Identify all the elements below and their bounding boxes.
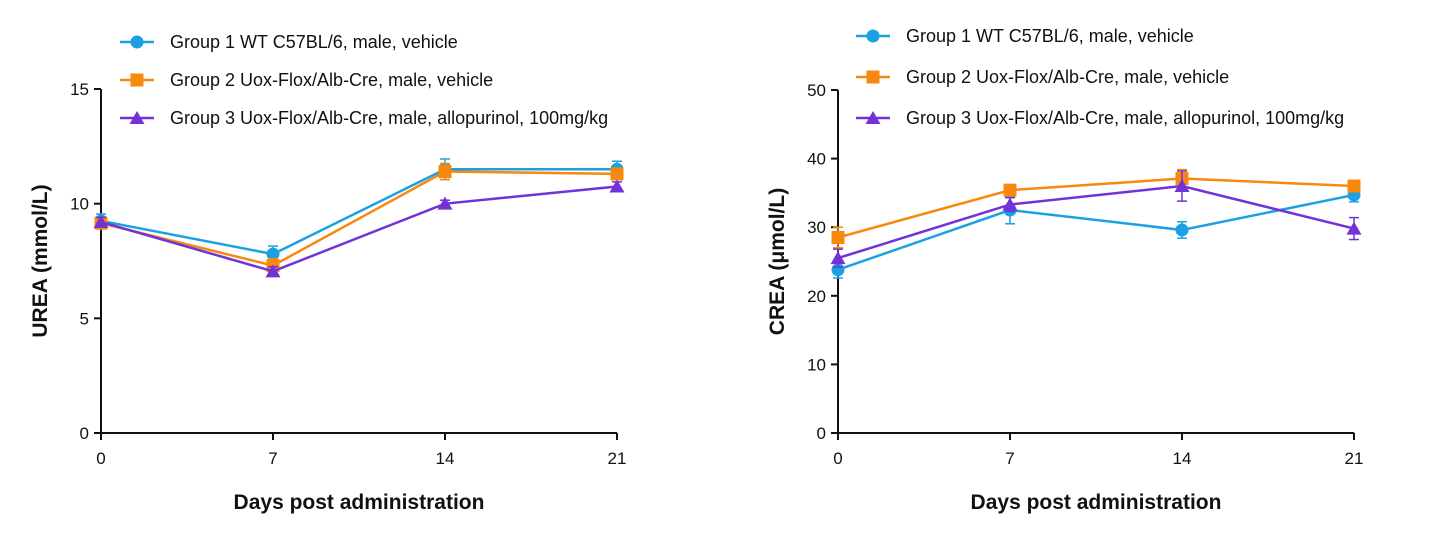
legend-label: Group 3 Uox-Flox/Alb-Cre, male, allopuri… [170,108,608,128]
y-tick-label: 0 [80,424,89,443]
series-line [100,168,617,256]
series-line [100,185,618,273]
series-1 [94,158,624,263]
legend-marker [866,29,880,43]
series-2 [831,168,1361,249]
y-tick-label: 15 [70,80,89,99]
data-point [1175,223,1189,237]
y-tick-label: 50 [807,81,826,100]
x-axis-title: Days post administration [234,491,485,514]
data-point [438,165,452,179]
series-line [837,193,1355,271]
y-tick-label: 40 [807,150,826,169]
legend-label: Group 1 WT C57BL/6, male, vehicle [906,26,1194,46]
legend-marker [865,111,881,124]
legend-marker [130,73,144,87]
x-axis-title: Days post administration [971,491,1222,514]
data-point [265,264,281,278]
y-tick-label: 30 [807,218,826,237]
data-point [1002,197,1018,211]
x-tick-label: 14 [1173,449,1192,468]
data-point [830,251,846,265]
x-tick-label: 7 [268,449,277,468]
y-tick-label: 20 [807,287,826,306]
legend-label: Group 2 Uox-Flox/Alb-Cre, male, vehicle [170,70,493,90]
legend: Group 1 WT C57BL/6, male, vehicle Group 2… [856,26,1344,128]
x-tick-label: 0 [833,449,842,468]
legend-item: Group 1 WT C57BL/6, male, vehicle [856,26,1194,46]
data-point [831,230,845,244]
data-point [1347,179,1361,193]
y-tick-label: 10 [70,195,89,214]
data-point [437,196,453,210]
data-point [609,179,625,193]
series-3 [830,170,1362,268]
data-point [93,215,109,229]
x-tick-label: 0 [96,449,105,468]
data-point [266,247,280,261]
chart-2: 0 10 20 30 40 50 0 7 14 21 Days post administratio… [766,26,1363,514]
series-3 [93,179,625,278]
y-axis-title: UREA (mmol/L) [29,184,52,337]
series-line [837,184,1355,260]
legend-marker [130,35,144,49]
legend-item: Group 3 Uox-Flox/Alb-Cre, male, allopuri… [856,108,1344,128]
series-line [100,170,618,267]
legend-marker [129,111,145,124]
legend-item: Group 3 Uox-Flox/Alb-Cre, male, allopuri… [120,108,608,128]
legend-item: Group 1 WT C57BL/6, male, vehicle [120,32,458,52]
data-point [1174,179,1190,193]
legend-item: Group 2 Uox-Flox/Alb-Cre, male, vehicle [856,67,1229,87]
series-line [837,177,1355,239]
series-2 [94,162,624,274]
legend-label: Group 3 Uox-Flox/Alb-Cre, male, allopuri… [906,108,1344,128]
chart-1: 0 5 10 15 0 7 14 21 Days post administration UREA… [29,32,626,514]
data-point [1003,183,1017,197]
x-tick-label: 21 [608,449,627,468]
legend-label: Group 2 Uox-Flox/Alb-Cre, male, vehicle [906,67,1229,87]
series-1 [831,187,1361,279]
data-point [1346,221,1362,235]
y-axis-title: CREA (μmol/L) [766,188,789,335]
legend-marker [866,70,880,84]
y-tick-label: 5 [80,309,89,328]
y-tick-label: 10 [807,355,826,374]
legend-label: Group 1 WT C57BL/6, male, vehicle [170,32,458,52]
legend: Group 1 WT C57BL/6, male, vehicle Group 2… [120,32,608,128]
x-tick-label: 7 [1005,449,1014,468]
x-tick-label: 21 [1345,449,1364,468]
x-tick-label: 14 [436,449,455,468]
legend-item: Group 2 Uox-Flox/Alb-Cre, male, vehicle [120,70,493,90]
data-point [610,167,624,181]
y-tick-label: 0 [817,424,826,443]
